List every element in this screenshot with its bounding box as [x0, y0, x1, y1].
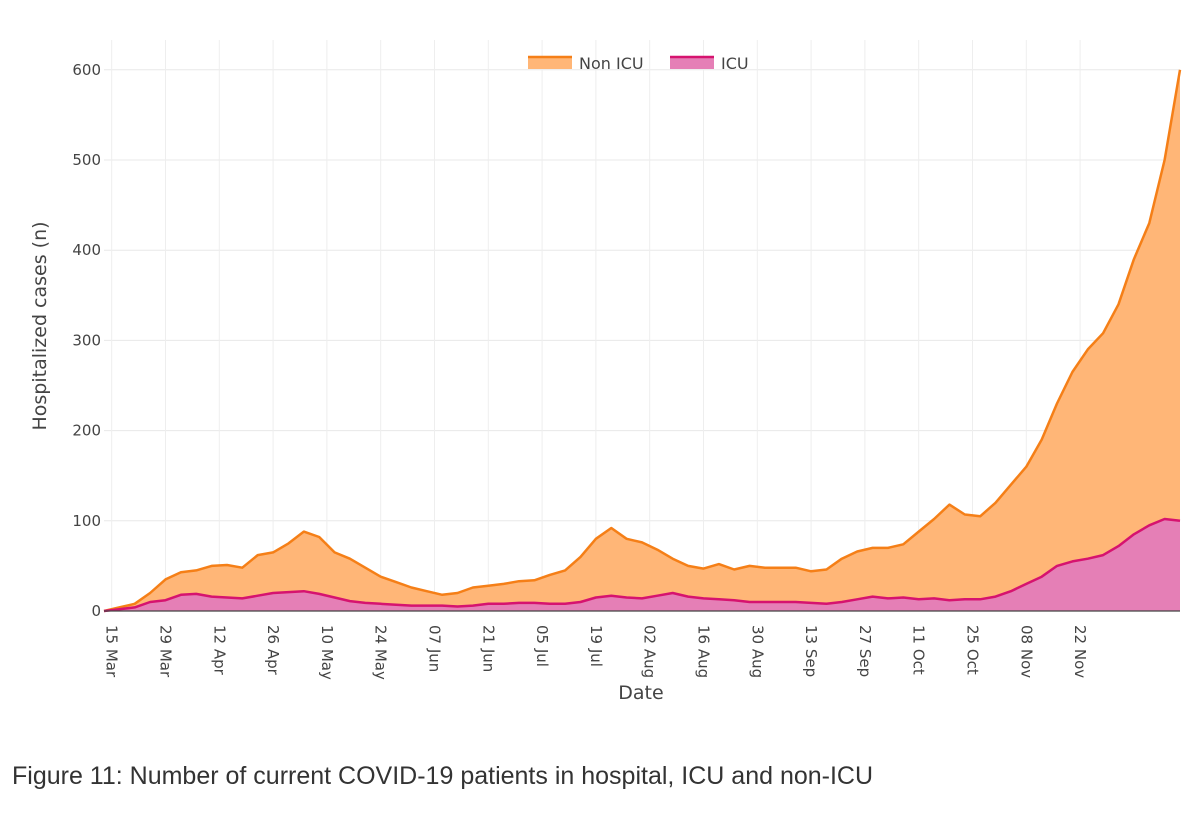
- x-tick-label: 26 Apr: [264, 625, 282, 676]
- x-tick-label: 24 May: [372, 625, 390, 680]
- y-tick-label: 200: [72, 422, 101, 440]
- x-axis-title: Date: [618, 682, 663, 704]
- x-tick-label: 16 Aug: [694, 625, 712, 678]
- y-tick-label: 500: [72, 151, 101, 169]
- legend[interactable]: Non ICU ICU: [528, 54, 749, 73]
- legend-label-non-icu: Non ICU: [579, 54, 644, 73]
- y-tick-label: 100: [72, 512, 101, 530]
- figure-caption: Figure 11: Number of current COVID-19 pa…: [12, 762, 874, 790]
- legend-item-non-icu[interactable]: Non ICU: [528, 54, 644, 73]
- y-axis: 0 100 200 300 400 500 600: [72, 61, 101, 620]
- x-tick-label: 21 Jun: [479, 625, 497, 672]
- x-tick-label: 11 Oct: [910, 625, 928, 675]
- x-tick-label: 02 Aug: [641, 625, 659, 678]
- plot-area: [103, 69, 1182, 613]
- x-tick-label: 25 Oct: [963, 625, 981, 675]
- x-tick-label: 30 Aug: [748, 625, 766, 678]
- x-tick-label: 15 Mar: [103, 625, 121, 678]
- legend-label-icu: ICU: [721, 54, 749, 73]
- x-tick-label: 05 Jul: [533, 625, 551, 667]
- x-tick-label: 22 Nov: [1071, 625, 1089, 678]
- y-tick-label: 0: [91, 602, 101, 620]
- y-tick-label: 300: [72, 331, 101, 349]
- y-axis-title: Hospitalized cases (n): [29, 221, 51, 430]
- hospitalization-chart: 0 100 200 300 400 500 600 15 Mar 29 Mar 12 Apr 26…: [29, 40, 1182, 704]
- line-icu: [103, 517, 1181, 613]
- x-tick-label: 12 Apr: [210, 625, 228, 676]
- x-tick-label: 19 Jul: [587, 625, 605, 667]
- non-icu-swatch: [528, 57, 572, 69]
- x-tick-label: 08 Nov: [1017, 625, 1035, 678]
- x-tick-label: 07 Jun: [425, 625, 443, 672]
- x-tick-label: 13 Sep: [802, 625, 820, 677]
- x-tick-label: 27 Sep: [856, 625, 874, 677]
- area-non-icu: [104, 69, 1180, 612]
- y-tick-label: 400: [72, 241, 101, 259]
- y-tick-label: 600: [72, 61, 101, 79]
- icu-swatch: [670, 57, 714, 69]
- area-icu: [104, 519, 1180, 611]
- x-tick-label: 10 May: [318, 625, 336, 680]
- line-non-icu: [103, 69, 1182, 613]
- x-tick-label: 29 Mar: [156, 625, 174, 678]
- legend-item-icu[interactable]: ICU: [670, 54, 749, 73]
- gridlines: [104, 40, 1180, 612]
- x-axis: 15 Mar 29 Mar 12 Apr 26 Apr 10 May 24 May 07 J…: [103, 625, 1089, 680]
